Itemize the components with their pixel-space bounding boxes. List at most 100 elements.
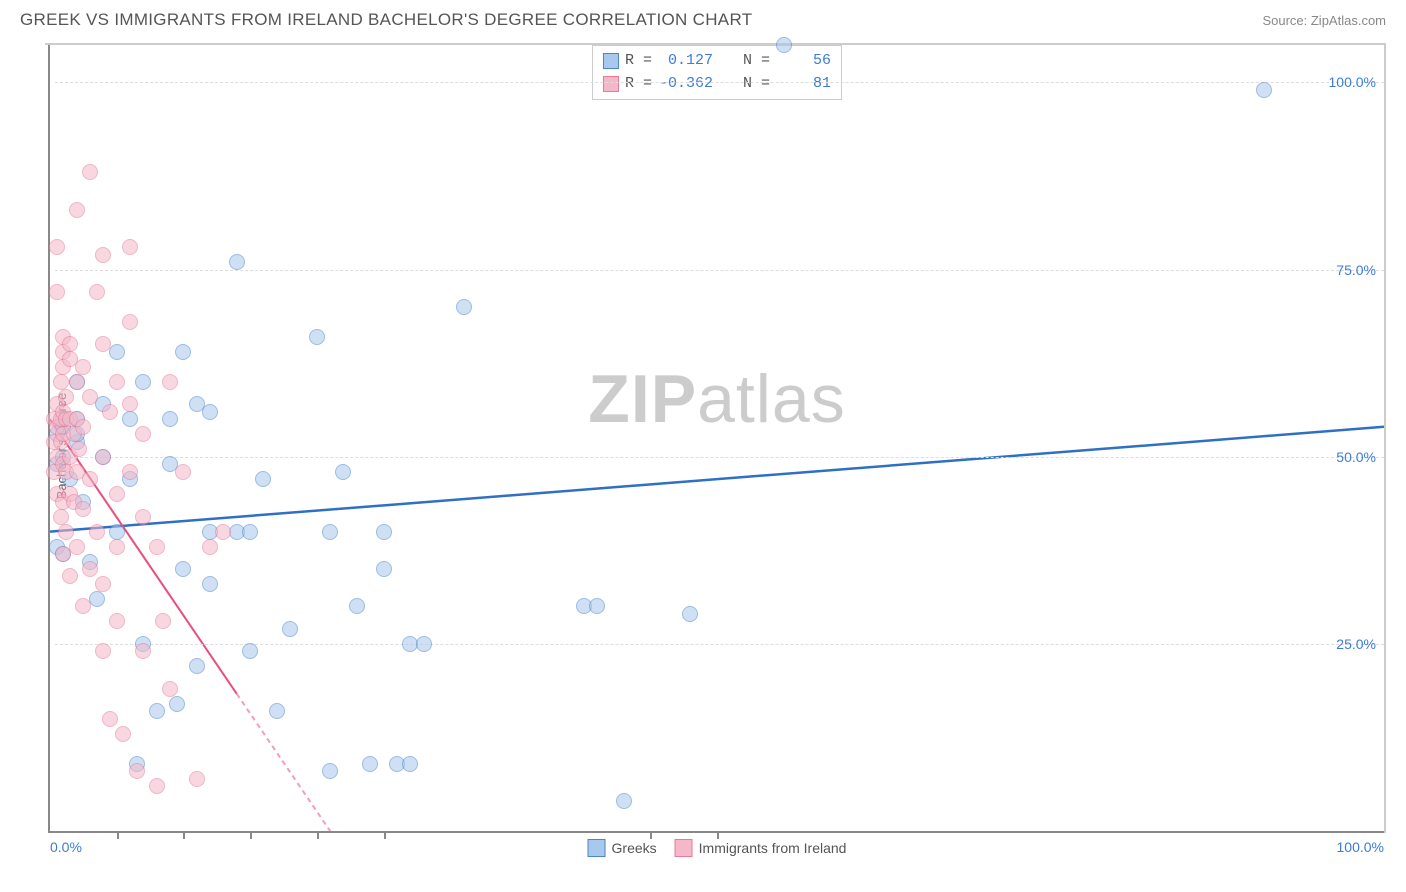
scatter-point [71,441,87,457]
y-tick-label: 75.0% [1336,262,1376,278]
scatter-point [58,389,74,405]
scatter-point [456,299,472,315]
scatter-point [109,613,125,629]
scatter-point [95,247,111,263]
scatter-point [53,374,69,390]
stats-r-value: 0.127 [658,50,713,73]
scatter-point [149,539,165,555]
scatter-point [376,524,392,540]
scatter-point [82,471,98,487]
x-tick-mark [317,831,319,839]
scatter-point [58,524,74,540]
scatter-point [616,793,632,809]
scatter-point [122,314,138,330]
scatter-point [109,374,125,390]
scatter-point [322,524,338,540]
source-label: Source: ZipAtlas.com [1262,13,1386,28]
scatter-point [109,486,125,502]
scatter-point [202,404,218,420]
chart-header: GREEK VS IMMIGRANTS FROM IRELAND BACHELO… [0,0,1406,38]
scatter-point [95,336,111,352]
scatter-point [69,539,85,555]
y-tick-label: 50.0% [1336,449,1376,465]
gridline [55,270,1384,271]
scatter-point [89,284,105,300]
scatter-point [82,389,98,405]
scatter-point [122,239,138,255]
gridline [55,457,1384,458]
stats-swatch [603,53,619,69]
stats-r-label: R = [625,50,652,73]
scatter-point [69,374,85,390]
scatter-point [89,524,105,540]
legend-swatch [588,839,606,857]
scatter-point [75,359,91,375]
stats-n-value: 56 [776,50,831,73]
scatter-point [255,471,271,487]
gridline [55,82,1384,83]
chart-container: ZIPatlas R =0.127 N =56R =-0.362 N =81 G… [45,43,1386,833]
stats-n-label: N = [743,50,770,73]
trend-lines-layer [50,45,1384,831]
scatter-point [129,763,145,779]
scatter-point [102,404,118,420]
scatter-point [242,643,258,659]
scatter-point [416,636,432,652]
scatter-point [75,598,91,614]
scatter-point [95,576,111,592]
scatter-point [322,763,338,779]
scatter-point [335,464,351,480]
scatter-point [135,426,151,442]
scatter-point [135,643,151,659]
x-tick-label: 0.0% [50,839,82,855]
scatter-point [362,756,378,772]
scatter-point [162,681,178,697]
scatter-point [202,576,218,592]
scatter-point [376,561,392,577]
scatter-point [75,419,91,435]
legend-swatch [675,839,693,857]
scatter-point [49,284,65,300]
scatter-point [95,643,111,659]
chart-title: GREEK VS IMMIGRANTS FROM IRELAND BACHELO… [20,10,752,30]
stats-row: R =-0.362 N =81 [603,73,831,96]
scatter-point [229,254,245,270]
x-tick-label: 100.0% [1337,839,1384,855]
scatter-point [53,509,69,525]
scatter-point [115,726,131,742]
scatter-point [349,598,365,614]
scatter-point [155,613,171,629]
stats-row: R = 0.127 N = 56 [603,50,831,73]
scatter-point [215,524,231,540]
scatter-point [269,703,285,719]
y-tick-label: 25.0% [1336,636,1376,652]
scatter-point [162,374,178,390]
scatter-point [102,711,118,727]
x-tick-mark [650,831,652,839]
plot-area: ZIPatlas R =0.127 N =56R =-0.362 N =81 G… [48,45,1384,833]
legend-label: Greeks [612,840,657,856]
legend-item: Immigrants from Ireland [675,839,847,857]
stats-r-value: -0.362 [658,73,713,96]
stats-swatch [603,76,619,92]
scatter-point [49,239,65,255]
stats-n-value: 81 [776,73,831,96]
watermark: ZIPatlas [588,360,845,438]
scatter-point [175,464,191,480]
scatter-point [189,771,205,787]
scatter-point [82,561,98,577]
scatter-point [109,524,125,540]
scatter-point [776,37,792,53]
scatter-point [175,344,191,360]
scatter-point [589,598,605,614]
scatter-point [122,411,138,427]
y-tick-label: 100.0% [1329,74,1376,90]
x-tick-mark [717,831,719,839]
stats-n-label: N = [743,73,770,96]
scatter-point [122,464,138,480]
scatter-point [135,509,151,525]
x-tick-mark [183,831,185,839]
scatter-point [682,606,698,622]
scatter-point [162,411,178,427]
scatter-point [309,329,325,345]
